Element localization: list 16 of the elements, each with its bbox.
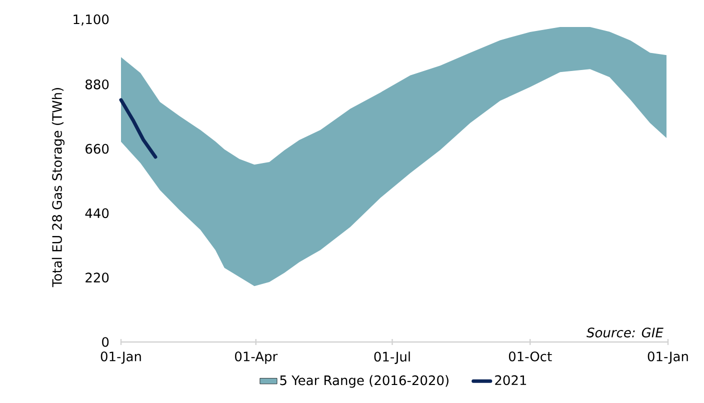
- y-tick-label: 880: [86, 79, 109, 90]
- legend-label: 2021: [495, 375, 526, 386]
- y-tick-label: 1,100: [74, 14, 109, 26]
- y-tick-label: 220: [86, 272, 109, 283]
- x-tick-label: 01-Jul: [374, 352, 410, 364]
- y-tick-label: 660: [86, 144, 109, 154]
- annotation: Source: GIE: [586, 328, 664, 338]
- line-series: [119, 98, 158, 159]
- x-tick-label: 01-Apr: [235, 352, 278, 364]
- y-tick-label: 440: [85, 208, 109, 218]
- y-tick-label: 0: [102, 337, 109, 347]
- x-tick-label: 01-Jan: [648, 352, 688, 364]
- y-axis-title: Total EU 28 Gas Storage (TWh): [52, 88, 64, 288]
- x-tick-label: 01-Oct: [508, 352, 552, 362]
- x-tick-label: 01-Jan: [100, 352, 141, 364]
- legend-label: 5 Year Range (2016-2020): [280, 375, 448, 388]
